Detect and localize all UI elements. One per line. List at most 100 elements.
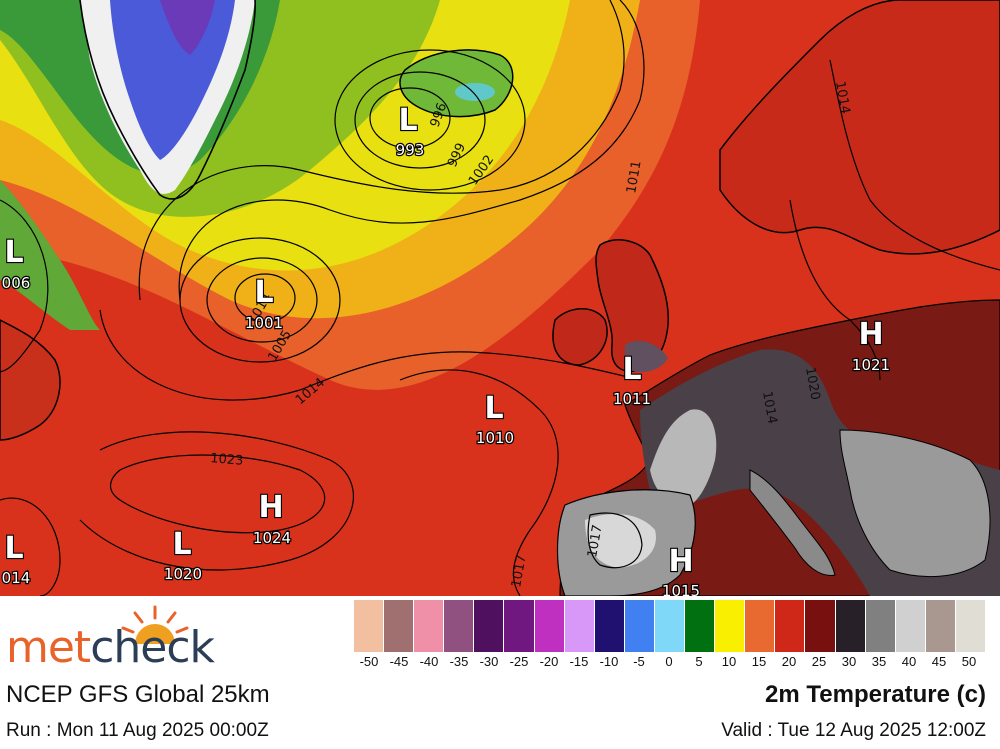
legend-tick-label: 20	[781, 654, 797, 669]
pressure-value: 993	[396, 141, 425, 159]
pressure-type: H	[668, 544, 693, 579]
legend-tick-label: -15	[569, 654, 589, 669]
legend-tick-label: -40	[419, 654, 439, 669]
pressure-type: L	[398, 103, 417, 138]
legend-tick-label: 50	[961, 654, 977, 669]
pressure-center: L 1010	[475, 390, 516, 448]
pressure-type: L	[4, 531, 23, 566]
legend-swatch	[474, 600, 505, 652]
footer: metcheck -50 -45 -40 -35 -30 -25 -20 -15 -10 -5 0 5…	[0, 596, 1000, 749]
pressure-type: L	[484, 391, 503, 426]
iceland	[399, 49, 514, 118]
metcheck-logo: metcheck	[4, 604, 234, 674]
legend-tick-label: 30	[841, 654, 857, 669]
isobar-label: 1011	[624, 159, 645, 194]
pressure-value: 1020	[164, 565, 202, 583]
legend-swatch	[775, 600, 806, 652]
pressure-center: H 1015	[661, 543, 702, 596]
isobar-label: 1017	[585, 523, 606, 558]
legend-tick-label: -35	[449, 654, 469, 669]
pressure-center: L 014	[0, 530, 31, 588]
pressure-type: L	[254, 275, 273, 310]
valid-time: Valid : Tue 12 Aug 2025 12:00Z	[721, 720, 986, 741]
legend-swatch	[955, 600, 986, 652]
isobar-label: 1014	[832, 80, 853, 115]
pressure-type: L	[622, 352, 641, 387]
south-england-hot	[625, 340, 668, 373]
ireland	[552, 308, 608, 366]
pressure-value: 1011	[613, 390, 651, 408]
temperature-map: 996 999 1002 1011 1014 1005 1014 1023 10…	[0, 0, 1000, 596]
legend-tick-label: 0	[665, 654, 673, 669]
pressure-value: 1010	[476, 429, 514, 447]
legend-tick-label: -20	[539, 654, 559, 669]
isobar-label: 1017	[509, 553, 530, 588]
legend-swatch	[865, 600, 896, 652]
isobar-label: 1014	[759, 390, 780, 425]
brand-name: metcheck	[6, 622, 215, 673]
legend-swatch	[564, 600, 595, 652]
legend-swatch	[354, 600, 385, 652]
pressure-value: 1021	[852, 356, 890, 374]
temperature-legend: -50 -45 -40 -35 -30 -25 -20 -15 -10 -5 0 5 10 15 20 25 3…	[354, 600, 986, 670]
italy	[749, 469, 836, 576]
legend-swatch	[444, 600, 475, 652]
legend-tick-label: -10	[599, 654, 619, 669]
legend-tick-label: -30	[479, 654, 499, 669]
legend-swatch	[715, 600, 746, 652]
iberia-hottest	[585, 514, 656, 568]
legend-tick-label: 15	[751, 654, 767, 669]
pressure-value: 006	[2, 274, 31, 292]
pressure-value: 1015	[662, 582, 700, 596]
brand-part-met: met	[6, 622, 91, 673]
balkans	[839, 429, 991, 577]
legend-tick-label: -45	[389, 654, 409, 669]
legend-swatch	[654, 600, 686, 652]
scandinavia	[719, 0, 1000, 255]
pressure-value: 1024	[253, 529, 291, 547]
pressure-type: L	[172, 527, 191, 562]
legend-swatch	[504, 600, 535, 652]
pressure-center: H 1021	[851, 316, 892, 375]
legend-swatch	[594, 600, 625, 652]
legend-tick-label: -50	[359, 654, 379, 669]
pressure-type: H	[858, 317, 883, 352]
greenland-cold-core	[110, 0, 235, 160]
model-name: NCEP GFS Global 25km	[6, 681, 270, 708]
legend-tick-label: 25	[811, 654, 827, 669]
legend-swatch	[624, 600, 655, 652]
pressure-value: 014	[2, 569, 31, 587]
legend-tick-label: 35	[871, 654, 887, 669]
temperature-field-green-west	[0, 0, 100, 330]
legend-swatch	[835, 600, 866, 652]
pressure-value: 1001	[245, 314, 283, 332]
pressure-center: L 1011	[612, 351, 653, 409]
run-time: Run : Mon 11 Aug 2025 00:00Z	[6, 720, 269, 741]
legend-tick-label: 10	[721, 654, 737, 669]
legend-ticks: -50 -45 -40 -35 -30 -25 -20 -15 -10 -5 0 5 10 15 20 25 3…	[354, 654, 986, 672]
france-hot-spot	[650, 409, 717, 505]
pressure-center: L 006	[0, 234, 31, 293]
legend-tick-label: -5	[633, 654, 645, 669]
pressure-centers: L 993 L 006 L 1001 H 1021 L 1011 L 1010 …	[0, 102, 892, 596]
parameter-name: 2m Temperature (c)	[765, 681, 986, 708]
pressure-type: H	[258, 490, 283, 525]
pressure-type: L	[4, 235, 23, 270]
sun-icon	[121, 605, 189, 644]
isobars	[0, 0, 1000, 596]
isobar-label: 1020	[802, 366, 823, 401]
legend-swatch	[745, 600, 776, 652]
legend-tick-label: 45	[931, 654, 947, 669]
legend-swatch	[414, 600, 445, 652]
pressure-center: L 1001	[244, 274, 285, 333]
legend-swatch	[925, 600, 956, 652]
pressure-center: L 993	[394, 102, 425, 160]
legend-swatches	[354, 600, 986, 652]
legend-swatch	[534, 600, 565, 652]
legend-tick-label: 5	[695, 654, 703, 669]
brand-part-check: check	[90, 622, 215, 673]
legend-tick-label: 40	[901, 654, 917, 669]
legend-tick-label: -25	[509, 654, 529, 669]
pressure-center: H 1024	[252, 489, 293, 548]
legend-swatch	[685, 600, 716, 652]
